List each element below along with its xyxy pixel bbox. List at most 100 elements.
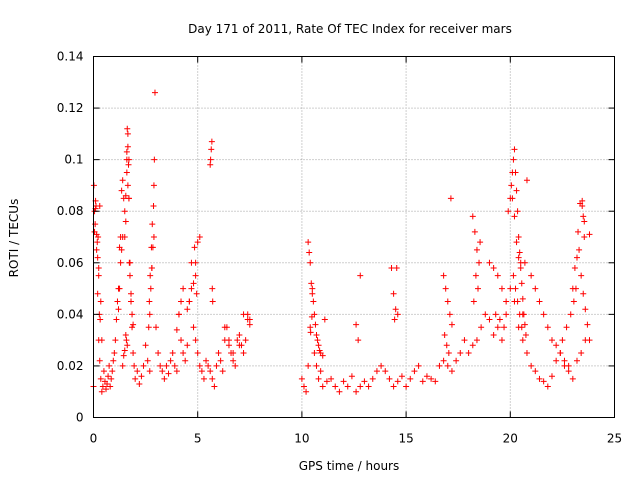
data-point xyxy=(503,311,510,318)
data-point xyxy=(109,368,116,375)
data-point xyxy=(165,370,172,377)
data-point xyxy=(514,208,521,215)
data-point xyxy=(509,195,516,202)
data-point xyxy=(244,316,251,323)
data-point xyxy=(403,383,410,390)
data-point xyxy=(310,298,317,305)
data-point xyxy=(184,342,191,349)
data-point xyxy=(580,290,587,297)
data-point xyxy=(432,378,439,385)
data-point xyxy=(498,285,505,292)
data-point xyxy=(119,234,126,240)
data-point xyxy=(192,337,199,344)
data-point xyxy=(148,244,155,251)
data-point xyxy=(186,298,193,305)
data-point xyxy=(390,383,397,390)
data-point xyxy=(572,285,579,292)
data-point xyxy=(298,375,305,382)
data-point xyxy=(123,169,130,176)
data-point xyxy=(353,388,360,395)
data-point xyxy=(311,311,318,318)
data-point xyxy=(128,298,135,305)
data-point xyxy=(579,197,586,204)
data-point xyxy=(129,311,136,318)
data-point xyxy=(225,342,232,349)
data-point xyxy=(536,375,543,382)
data-point xyxy=(355,337,362,344)
x-tick-label: 10 xyxy=(294,432,309,446)
data-point xyxy=(482,311,489,318)
data-point xyxy=(136,380,143,387)
data-point xyxy=(357,272,364,279)
data-point xyxy=(523,350,530,357)
data-point xyxy=(94,239,101,246)
data-point xyxy=(411,368,418,375)
data-point xyxy=(392,306,399,313)
data-point xyxy=(122,331,129,338)
data-point xyxy=(97,375,104,382)
plot-frame xyxy=(93,56,615,418)
data-point xyxy=(232,362,239,369)
data-point xyxy=(117,259,124,266)
data-point xyxy=(211,383,218,390)
data-point xyxy=(131,362,138,369)
data-point xyxy=(473,246,480,253)
data-point xyxy=(553,342,560,349)
data-point xyxy=(386,375,393,382)
data-point xyxy=(476,259,483,266)
data-point xyxy=(225,337,232,344)
data-point xyxy=(124,125,131,132)
data-point xyxy=(151,156,158,163)
data-point xyxy=(494,324,501,331)
data-point xyxy=(373,368,380,375)
data-point xyxy=(336,388,343,395)
data-point xyxy=(95,272,102,279)
data-point xyxy=(518,280,525,287)
data-point xyxy=(540,311,547,318)
data-point xyxy=(207,156,214,163)
data-point xyxy=(240,350,247,357)
data-point xyxy=(203,357,210,364)
data-point xyxy=(130,350,137,357)
data-point xyxy=(353,321,360,328)
data-point xyxy=(215,350,222,357)
data-point xyxy=(125,161,132,168)
data-point xyxy=(557,350,564,357)
data-point xyxy=(98,388,105,395)
y-tick-labels: 0 0.02 0.04 0.06 0.08 0.1 0.12 0.14 xyxy=(57,50,84,425)
data-point xyxy=(93,246,100,253)
data-point xyxy=(465,350,472,357)
data-point xyxy=(200,375,207,382)
data-point xyxy=(321,316,328,323)
data-point xyxy=(97,316,104,323)
data-point xyxy=(196,362,203,369)
data-point xyxy=(544,324,551,331)
data-point xyxy=(105,373,112,380)
data-point xyxy=(147,272,154,279)
data-point xyxy=(441,331,448,338)
data-point xyxy=(188,285,195,292)
data-point xyxy=(121,208,128,215)
data-point xyxy=(124,182,131,189)
data-point xyxy=(390,290,397,297)
data-point xyxy=(219,368,226,375)
data-point xyxy=(565,368,572,375)
data-point xyxy=(194,350,201,357)
data-point xyxy=(312,321,319,328)
y-tick-label: 0.14 xyxy=(57,50,84,64)
data-point xyxy=(124,130,131,137)
data-point xyxy=(553,357,560,364)
data-point xyxy=(110,357,117,364)
data-point xyxy=(361,378,368,385)
data-point xyxy=(496,316,503,323)
data-point xyxy=(207,368,214,375)
data-point xyxy=(123,148,130,155)
data-point xyxy=(150,234,157,240)
data-point xyxy=(173,326,180,333)
data-point xyxy=(93,231,100,238)
data-point xyxy=(315,375,322,382)
data-point xyxy=(470,298,477,305)
data-point xyxy=(315,342,322,349)
data-point xyxy=(182,357,189,364)
